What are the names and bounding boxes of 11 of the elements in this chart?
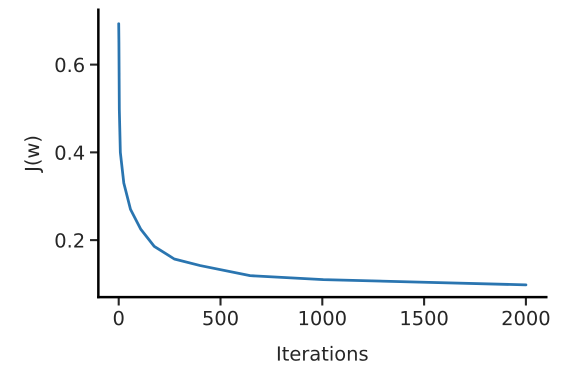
y-axis-title: J(w) xyxy=(24,136,43,173)
x-tick-label: 2000 xyxy=(502,310,550,326)
line-series xyxy=(117,22,528,286)
x-tick-label: 500 xyxy=(203,310,238,326)
x-axis-title: Iterations xyxy=(278,346,368,361)
x-tick-label: 0 xyxy=(114,310,124,326)
x-tick-label: 1500 xyxy=(402,310,448,326)
y-tick-label: 0.6 xyxy=(56,58,84,72)
y-tick-label: 0.2 xyxy=(56,233,84,248)
x-tick-label: 1000 xyxy=(300,310,346,326)
y-tick-label: 0.4 xyxy=(56,145,84,160)
